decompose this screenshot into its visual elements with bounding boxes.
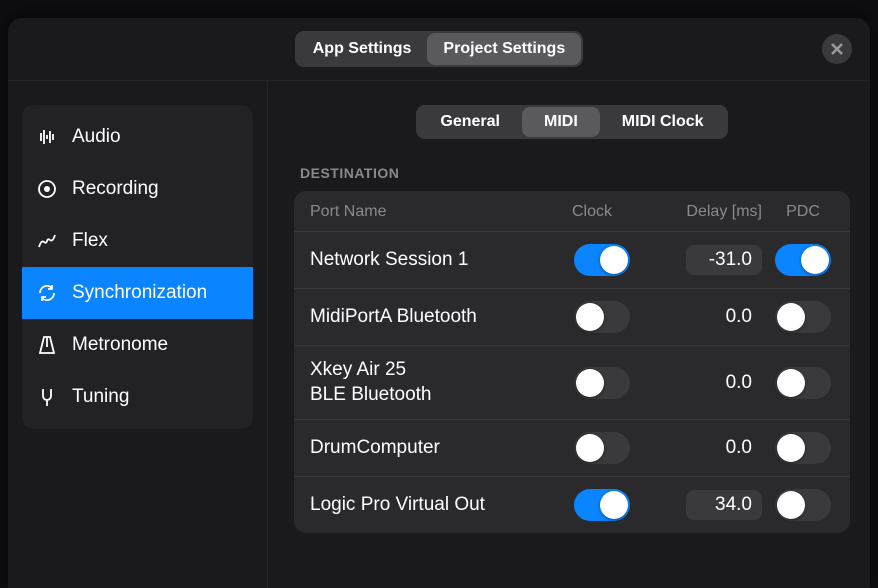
col-header-clock: Clock xyxy=(552,203,632,221)
cell-clock xyxy=(562,489,642,521)
port-name: Network Session 1 xyxy=(310,248,562,273)
cell-pdc xyxy=(772,367,834,399)
sidebar-item-label: Metronome xyxy=(72,334,168,356)
port-name: Logic Pro Virtual Out xyxy=(310,493,562,518)
cell-delay: 0.0 xyxy=(642,433,772,463)
sheet-header: App Settings Project Settings xyxy=(8,18,870,81)
delay-value[interactable]: 34.0 xyxy=(686,490,762,520)
close-icon xyxy=(830,42,844,56)
tab-app-settings[interactable]: App Settings xyxy=(297,33,428,65)
cell-clock xyxy=(562,367,642,399)
sidebar-item-metronome[interactable]: Metronome xyxy=(22,319,253,371)
cell-clock xyxy=(562,244,642,276)
clock-switch[interactable] xyxy=(574,489,630,521)
cell-pdc xyxy=(772,244,834,276)
port-name: DrumComputer xyxy=(310,436,562,461)
sidebar-item-label: Flex xyxy=(72,230,108,252)
clock-switch[interactable] xyxy=(574,244,630,276)
cell-clock xyxy=(562,301,642,333)
sidebar: Audio Recording Flex xyxy=(8,81,268,588)
pdc-switch[interactable] xyxy=(775,489,831,521)
cell-delay: -31.0 xyxy=(642,245,772,275)
settings-sheet: App Settings Project Settings Audio xyxy=(8,18,870,588)
record-icon xyxy=(36,178,58,200)
tab-project-settings[interactable]: Project Settings xyxy=(427,33,581,65)
sidebar-item-synchronization[interactable]: Synchronization xyxy=(22,267,253,319)
sync-icon xyxy=(36,282,58,304)
col-header-delay: Delay [ms] xyxy=(632,203,772,221)
delay-value: 0.0 xyxy=(686,433,762,463)
table-row: Logic Pro Virtual Out 34.0 xyxy=(294,476,850,533)
clock-switch[interactable] xyxy=(574,432,630,464)
cell-pdc xyxy=(772,432,834,464)
cell-delay: 34.0 xyxy=(642,490,772,520)
sync-subtab-segmented: General MIDI MIDI Clock xyxy=(416,105,727,139)
cell-pdc xyxy=(772,301,834,333)
pdc-switch[interactable] xyxy=(775,301,831,333)
sidebar-item-label: Synchronization xyxy=(72,282,207,304)
content-pane: General MIDI MIDI Clock DESTINATION Port… xyxy=(268,81,870,588)
port-name: MidiPortA Bluetooth xyxy=(310,305,562,330)
clock-switch[interactable] xyxy=(574,301,630,333)
pdc-switch[interactable] xyxy=(775,432,831,464)
tab-midi-clock[interactable]: MIDI Clock xyxy=(600,107,726,137)
table-row: Network Session 1 -31.0 xyxy=(294,231,850,288)
section-label-destination: DESTINATION xyxy=(300,165,850,181)
destination-table: Port Name Clock Delay [ms] PDC Network S… xyxy=(294,191,850,533)
sidebar-item-tuning[interactable]: Tuning xyxy=(22,371,253,423)
metronome-icon xyxy=(36,334,58,356)
delay-value: 0.0 xyxy=(686,302,762,332)
col-header-pdc: PDC xyxy=(772,203,834,221)
sidebar-list: Audio Recording Flex xyxy=(22,105,253,429)
tab-general[interactable]: General xyxy=(418,107,522,137)
pdc-switch[interactable] xyxy=(775,367,831,399)
clock-switch[interactable] xyxy=(574,367,630,399)
waveform-icon xyxy=(36,126,58,148)
cell-delay: 0.0 xyxy=(642,368,772,398)
table-row: MidiPortA Bluetooth 0.0 xyxy=(294,288,850,345)
tuning-fork-icon xyxy=(36,386,58,408)
cell-clock xyxy=(562,432,642,464)
delay-value[interactable]: -31.0 xyxy=(686,245,762,275)
delay-value: 0.0 xyxy=(686,368,762,398)
flex-icon xyxy=(36,230,58,252)
sidebar-item-label: Tuning xyxy=(72,386,129,408)
sidebar-item-label: Recording xyxy=(72,178,159,200)
tab-midi[interactable]: MIDI xyxy=(522,107,600,137)
sidebar-item-recording[interactable]: Recording xyxy=(22,163,253,215)
close-button[interactable] xyxy=(822,34,852,64)
pdc-switch[interactable] xyxy=(775,244,831,276)
sync-subtab-wrap: General MIDI MIDI Clock xyxy=(294,105,850,139)
sidebar-item-audio[interactable]: Audio xyxy=(22,111,253,163)
cell-delay: 0.0 xyxy=(642,302,772,332)
sheet-body: Audio Recording Flex xyxy=(8,81,870,588)
sidebar-item-label: Audio xyxy=(72,126,121,148)
port-name: Xkey Air 25BLE Bluetooth xyxy=(310,358,562,407)
cell-pdc xyxy=(772,489,834,521)
table-header: Port Name Clock Delay [ms] PDC xyxy=(294,191,850,231)
settings-type-segmented: App Settings Project Settings xyxy=(295,31,583,67)
col-header-port: Port Name xyxy=(310,203,552,221)
table-row: Xkey Air 25BLE Bluetooth 0.0 xyxy=(294,345,850,419)
table-row: DrumComputer 0.0 xyxy=(294,419,850,476)
sidebar-item-flex[interactable]: Flex xyxy=(22,215,253,267)
